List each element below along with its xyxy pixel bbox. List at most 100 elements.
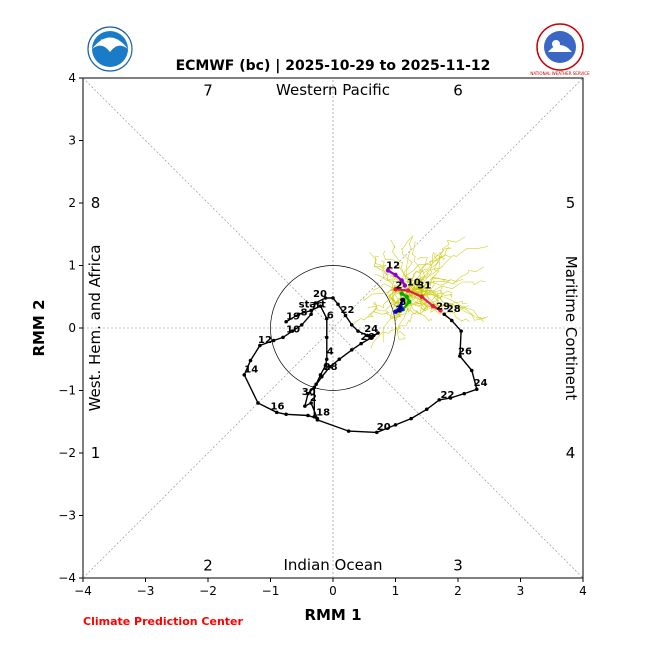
ensemble-member-line bbox=[416, 291, 470, 322]
region-top: Western Pacific bbox=[276, 81, 390, 99]
series-point bbox=[309, 312, 313, 317]
ensemble-member-line bbox=[404, 273, 430, 308]
date-label: 16 bbox=[271, 401, 285, 412]
series-point bbox=[242, 373, 247, 377]
ensemble-member-line bbox=[404, 236, 466, 285]
phase-number: 3 bbox=[453, 557, 463, 575]
ensemble-member-line bbox=[404, 301, 469, 312]
series-point bbox=[407, 299, 412, 304]
series-point bbox=[296, 312, 301, 317]
series-point bbox=[299, 323, 304, 327]
ensemble-member-line bbox=[386, 284, 408, 304]
ensemble-member-line bbox=[417, 251, 443, 293]
date-label: 2 bbox=[310, 393, 317, 404]
series-point bbox=[312, 414, 317, 419]
series-point bbox=[356, 329, 360, 333]
ensemble-member-line bbox=[409, 246, 450, 290]
ensemble-member-line bbox=[415, 280, 486, 299]
x-tick-label: 2 bbox=[454, 584, 462, 598]
series-point bbox=[349, 348, 354, 352]
credit-text: Climate Prediction Center bbox=[83, 615, 243, 628]
series-point bbox=[459, 329, 463, 333]
series-point bbox=[318, 304, 323, 308]
series-point bbox=[442, 312, 447, 317]
phase-number: 7 bbox=[203, 82, 213, 100]
series-point bbox=[419, 294, 424, 299]
date-label: 8 bbox=[301, 308, 308, 319]
series-point bbox=[281, 335, 285, 340]
phase-number: 8 bbox=[91, 194, 101, 212]
date-label: 28 bbox=[324, 362, 338, 373]
series-point bbox=[337, 357, 342, 362]
grid-lines bbox=[82, 77, 584, 579]
series-point bbox=[313, 301, 318, 305]
y-tick-label: 0 bbox=[68, 321, 76, 335]
y-tick-label: −4 bbox=[58, 571, 76, 585]
series-point bbox=[393, 272, 398, 278]
series-point bbox=[462, 391, 467, 396]
y-tick-label: 4 bbox=[68, 71, 76, 85]
phase-number: 1 bbox=[91, 444, 101, 462]
date-label: 24 bbox=[474, 378, 488, 389]
x-tick-label: −1 bbox=[262, 584, 280, 598]
series-point bbox=[405, 288, 411, 293]
series-point bbox=[437, 398, 442, 402]
ensemble-member-line bbox=[419, 278, 464, 296]
x-tick-label: −4 bbox=[74, 584, 92, 598]
series-point bbox=[303, 404, 307, 408]
series-point bbox=[404, 294, 409, 299]
series-point bbox=[312, 385, 317, 390]
date-label: start bbox=[299, 299, 326, 310]
series-point bbox=[323, 363, 328, 368]
chart-title: ECMWF (bc) | 2025-10-29 to 2025-11-12 bbox=[176, 58, 491, 74]
date-label: 10 bbox=[407, 278, 421, 289]
series-point bbox=[309, 308, 313, 313]
phase-number: 2 bbox=[203, 557, 213, 575]
phase-numbers: 7 68 51 42 3 bbox=[91, 82, 576, 575]
x-tick-label: −3 bbox=[137, 584, 155, 598]
series-point bbox=[349, 323, 354, 327]
series-point bbox=[323, 296, 328, 300]
ensemble-member-line bbox=[410, 281, 423, 293]
series-point bbox=[376, 331, 380, 335]
series-line bbox=[387, 269, 406, 287]
series-point bbox=[374, 430, 379, 435]
date-label: 2 bbox=[396, 281, 403, 292]
date-label: 18 bbox=[316, 408, 330, 419]
ensemble-member-line bbox=[389, 292, 406, 337]
series-point bbox=[365, 333, 370, 338]
series-point bbox=[424, 407, 429, 412]
ensemble-member-line bbox=[411, 241, 424, 305]
ensemble-member-line bbox=[404, 290, 453, 299]
series-point bbox=[402, 283, 408, 288]
series-point bbox=[449, 318, 454, 323]
date-label: 10 bbox=[286, 324, 300, 335]
date-label: 26 bbox=[361, 332, 375, 343]
ensemble-member-line bbox=[403, 284, 444, 304]
date-label: 19 bbox=[286, 311, 300, 322]
phase-number: 5 bbox=[566, 194, 576, 212]
ensemble-member-line bbox=[410, 266, 484, 295]
series-point bbox=[458, 354, 462, 358]
ensemble-member-line bbox=[400, 276, 451, 304]
series-point bbox=[369, 335, 374, 340]
series-point bbox=[399, 291, 404, 296]
noaa-logo-text: NOAA bbox=[100, 39, 120, 46]
date-label: 20 bbox=[377, 422, 391, 433]
date-label: 29 bbox=[436, 301, 450, 312]
series-point bbox=[385, 268, 391, 273]
y-tick-label: 1 bbox=[68, 259, 76, 273]
ensemble-member-line bbox=[398, 287, 443, 302]
date-label: 24 bbox=[364, 324, 378, 335]
date-label: 12 bbox=[258, 335, 272, 346]
ensemble-member-line bbox=[387, 288, 405, 301]
series-point bbox=[336, 302, 340, 307]
ensemble-member-line bbox=[367, 306, 409, 319]
grid-antidiagonal bbox=[82, 77, 584, 579]
date-label: 26 bbox=[458, 346, 472, 357]
series-point bbox=[328, 364, 332, 369]
series-point bbox=[324, 335, 329, 340]
series-point bbox=[343, 313, 348, 318]
